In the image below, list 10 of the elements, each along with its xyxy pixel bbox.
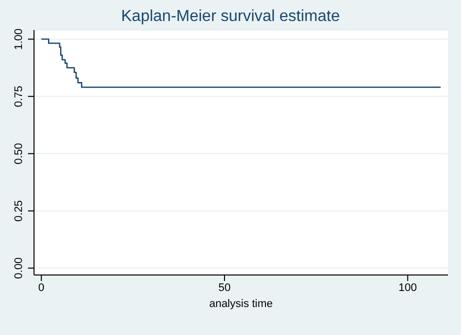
x-tick-label: 100 <box>398 282 417 294</box>
y-tick-label: 1.00 <box>13 28 25 50</box>
x-tick-label: 0 <box>38 282 44 294</box>
y-tick-label: 0.25 <box>13 200 25 222</box>
y-tick-label: 0.50 <box>13 142 25 164</box>
y-tick-label: 0.00 <box>13 257 25 279</box>
y-tick-label: 0.75 <box>13 86 25 108</box>
chart-title: Kaplan-Meier survival estimate <box>120 8 341 26</box>
x-tick-label: 50 <box>218 282 231 294</box>
x-axis-title: analysis time <box>209 298 273 310</box>
